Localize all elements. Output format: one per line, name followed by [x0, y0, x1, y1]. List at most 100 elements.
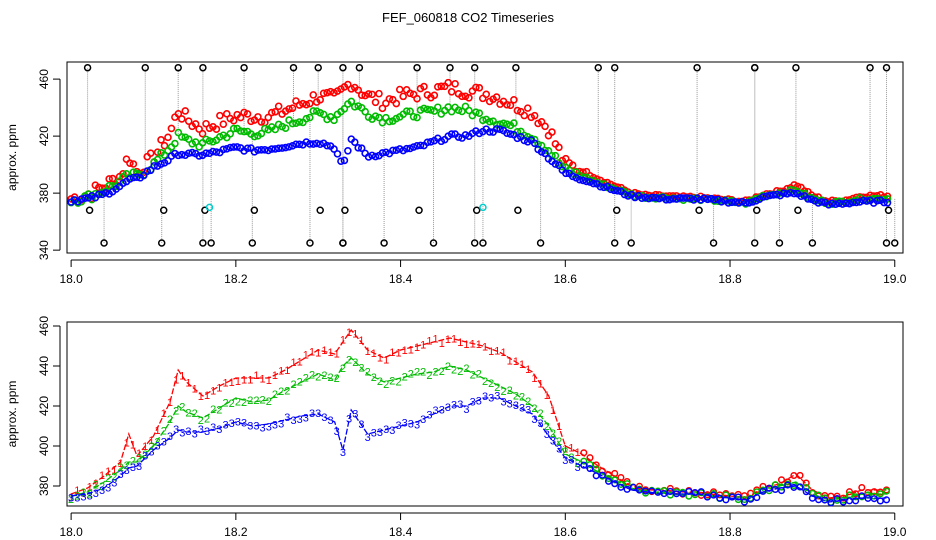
series-1-label-mark: 1: [439, 338, 445, 350]
raw-point: [891, 239, 899, 247]
series-3-point: [827, 499, 835, 507]
top-plot-frame: [66, 61, 904, 254]
series-1-label-mark: 1: [352, 329, 358, 341]
series-3-point: [306, 140, 314, 148]
series-2-label-mark: 2: [185, 407, 191, 419]
series-1-point: [406, 89, 414, 98]
series-2-label-mark: 2: [556, 436, 562, 448]
series-1-point: [375, 89, 383, 98]
series-3-label-mark: 3: [544, 429, 550, 441]
series-2-point: [478, 116, 487, 125]
series-2-label-mark: 2: [482, 376, 488, 388]
series-3-point: [838, 200, 847, 208]
series-3-point: [271, 145, 280, 153]
series-3-label-mark: 3: [303, 412, 309, 424]
series-1-label-mark: 1: [328, 347, 334, 359]
series-3-point: [184, 149, 193, 158]
series-3-point: [285, 143, 293, 151]
series-1-label-mark: 1: [575, 447, 581, 459]
series-1-label-mark: 1: [402, 345, 408, 357]
series-2-label-mark: 2: [562, 446, 568, 458]
series-1-point: [167, 124, 176, 133]
series-3-label-mark: 3: [117, 469, 123, 481]
raw-point: [536, 239, 545, 247]
series-2-point: [551, 151, 560, 160]
raw-point: [355, 63, 364, 72]
series-3-label-mark: 3: [161, 436, 167, 448]
series-1-label-mark: 1: [173, 375, 179, 387]
series-3-point: [254, 146, 262, 154]
series-3-point: [389, 146, 397, 155]
series-3-point: [804, 195, 812, 203]
series-3-point: [645, 194, 653, 203]
raw-point: [339, 239, 347, 247]
series-3-point: [833, 494, 841, 503]
series-3-point: [344, 146, 352, 155]
series-1-label-mark: 1: [389, 347, 395, 359]
raw-point: [808, 239, 817, 247]
series-3-label-mark: 3: [105, 483, 111, 495]
series-3-point: [596, 182, 605, 191]
series-2-point: [261, 124, 269, 133]
series-1-point: [316, 96, 324, 104]
series-2-label-mark: 2: [500, 386, 506, 398]
raw-special-point: [205, 203, 214, 212]
series-3-label-mark: 3: [463, 404, 469, 416]
series-2-point: [580, 457, 588, 465]
series-3-label-mark: 3: [371, 428, 377, 440]
series-3-label-mark: 3: [284, 412, 290, 424]
series-1-point: [236, 113, 245, 122]
series-1-label-mark: 1: [470, 339, 476, 351]
series-3-label-mark: 3: [556, 443, 562, 455]
series-1-label-mark: 1: [525, 364, 531, 376]
series-3-line: [71, 397, 887, 503]
series-3-point: [357, 144, 366, 152]
series-3-point: [337, 157, 345, 166]
series-2-point: [340, 104, 349, 113]
series-1-point: [323, 88, 331, 97]
series-3-point: [143, 167, 152, 175]
series-3-point: [797, 192, 805, 201]
y-tick-label: 380: [37, 476, 51, 496]
series-3-label-mark: 3: [210, 422, 216, 434]
series-2-label-mark: 2: [87, 489, 93, 501]
series-1-label-mark: 1: [420, 339, 426, 351]
series-3-point: [796, 483, 804, 491]
series-1-point: [413, 94, 421, 103]
series-1-label-mark: 1: [87, 482, 93, 494]
series-1-label-mark: 1: [192, 384, 198, 396]
series-3-point: [541, 149, 549, 158]
series-2-label-mark: 2: [93, 480, 99, 492]
series-3-point: [717, 198, 726, 206]
raw-point: [199, 63, 207, 72]
series-1-point: [288, 104, 297, 112]
series-1-point: [523, 104, 532, 112]
raw-point: [470, 239, 479, 247]
series-1-point: [254, 113, 262, 121]
series-2-label-mark: 2: [111, 471, 117, 483]
y-tick-label: 460: [37, 316, 51, 336]
series-3-point: [728, 198, 736, 207]
series-1-label-mark: 1: [185, 378, 191, 390]
series-1-point: [184, 117, 193, 125]
series-1-point: [229, 116, 238, 125]
series-1-point: [70, 193, 79, 201]
x-tick-label: 18.8: [718, 272, 742, 286]
series-1-point: [784, 478, 792, 486]
series-3-label-mark: 3: [247, 421, 253, 433]
series-3-point: [580, 461, 588, 469]
series-2-label-mark: 2: [371, 372, 377, 384]
series-1-point: [611, 469, 619, 478]
series-2-point: [413, 113, 421, 122]
series-2-label-mark: 2: [247, 395, 253, 407]
series-2-label-mark: 2: [167, 414, 173, 426]
series-3-point: [485, 128, 494, 136]
raw-point: [882, 239, 891, 247]
series-3-point: [771, 485, 779, 494]
raw-point: [512, 63, 520, 72]
series-2-label-mark: 2: [507, 385, 513, 397]
series-3-point: [579, 176, 587, 185]
series-2-point: [288, 119, 297, 128]
series-1-label-mark: 1: [513, 356, 519, 368]
